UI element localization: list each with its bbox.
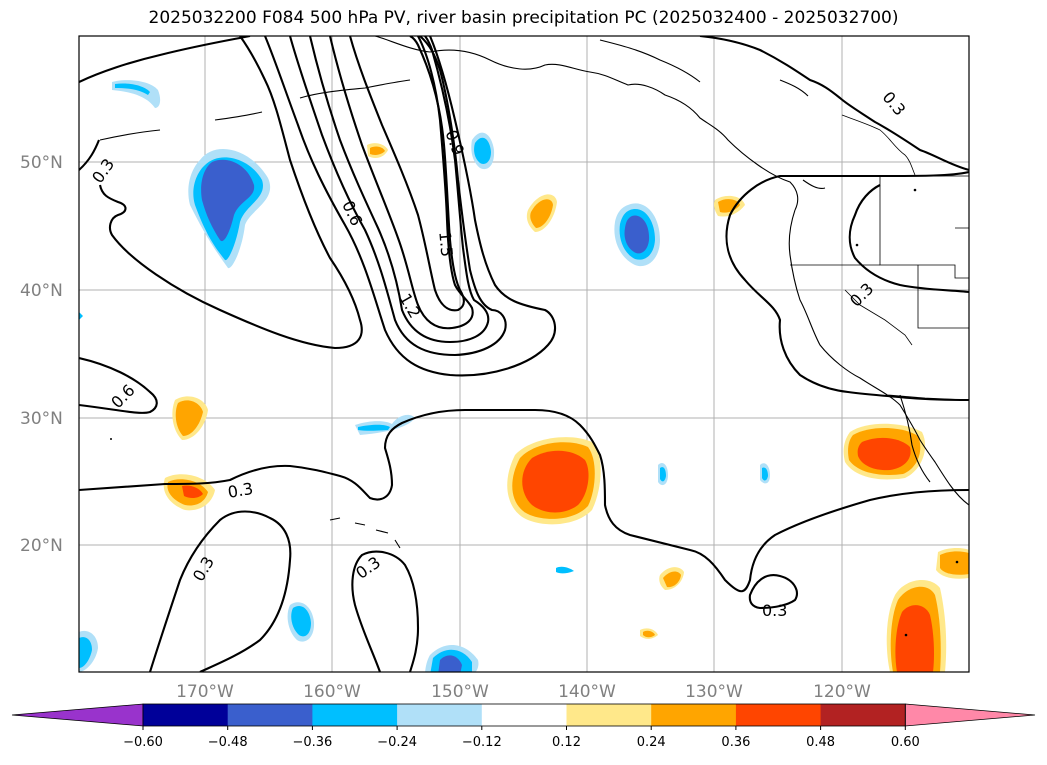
colorbar-extend-high — [904, 703, 1036, 727]
colorbar-segment — [312, 704, 398, 726]
contour-label: 1.5 — [435, 231, 456, 258]
colorbar-tick-label: 0.60 — [891, 735, 920, 750]
lon-label-150w: 150°W — [431, 682, 489, 702]
colorbar-tick-label: −0.36 — [292, 735, 332, 750]
lat-label-20n: 20°N — [20, 536, 63, 556]
lat-label-30n: 30°N — [20, 409, 63, 429]
colorbar-segment — [481, 704, 567, 726]
gridlines — [79, 36, 969, 672]
coastlines — [99, 36, 969, 549]
colorbar-tick-label: −0.48 — [208, 735, 248, 750]
precip-blobs — [79, 80, 969, 672]
lon-label-140w: 140°W — [558, 682, 616, 702]
map-title: 2025032200 F084 500 hPa PV, river basin … — [148, 8, 899, 28]
colorbar-tick-label: 0.12 — [552, 735, 581, 750]
colorbar-tick-label: 0.36 — [721, 735, 750, 750]
colorbar: −0.60 −0.48 −0.36 −0.24 −0.12 0.12 0.24 0.36 0.4… — [11, 703, 1036, 750]
colorbar-extend-low — [11, 703, 144, 727]
map-area — [79, 36, 969, 672]
islands — [110, 188, 959, 637]
pv-contours — [79, 36, 969, 672]
lat-label-40n: 40°N — [20, 281, 63, 301]
colorbar-segment — [820, 704, 906, 726]
map-frame — [78, 35, 970, 673]
colorbar-segment — [651, 704, 737, 726]
lon-label-120w: 120°W — [813, 682, 871, 702]
colorbar-segment — [143, 704, 229, 726]
colorbar-tick-label: 0.24 — [637, 735, 666, 750]
colorbar-tick-label: −0.24 — [377, 735, 417, 750]
colorbar-tick-label: −0.12 — [462, 735, 502, 750]
lat-label-50n: 50°N — [20, 153, 63, 173]
colorbar-tick-label: 0.48 — [806, 735, 835, 750]
lon-label-170w: 170°W — [176, 682, 234, 702]
contour-label: 0.3 — [226, 479, 254, 502]
colorbar-tick-label: −0.60 — [123, 735, 163, 750]
contour-label: 0.3 — [762, 601, 787, 620]
lon-label-160w: 160°W — [303, 682, 361, 702]
lon-label-130w: 130°W — [685, 682, 743, 702]
colorbar-segment — [735, 704, 822, 726]
colorbar-segment — [566, 704, 652, 726]
colorbar-segment — [227, 704, 313, 726]
lat-labels: 50°N 40°N 30°N 20°N — [20, 153, 63, 556]
lon-labels: 170°W 160°W 150°W 140°W 130°W 120°W — [176, 682, 871, 702]
colorbar-segment — [397, 704, 483, 726]
colorbar-frame — [142, 703, 906, 727]
